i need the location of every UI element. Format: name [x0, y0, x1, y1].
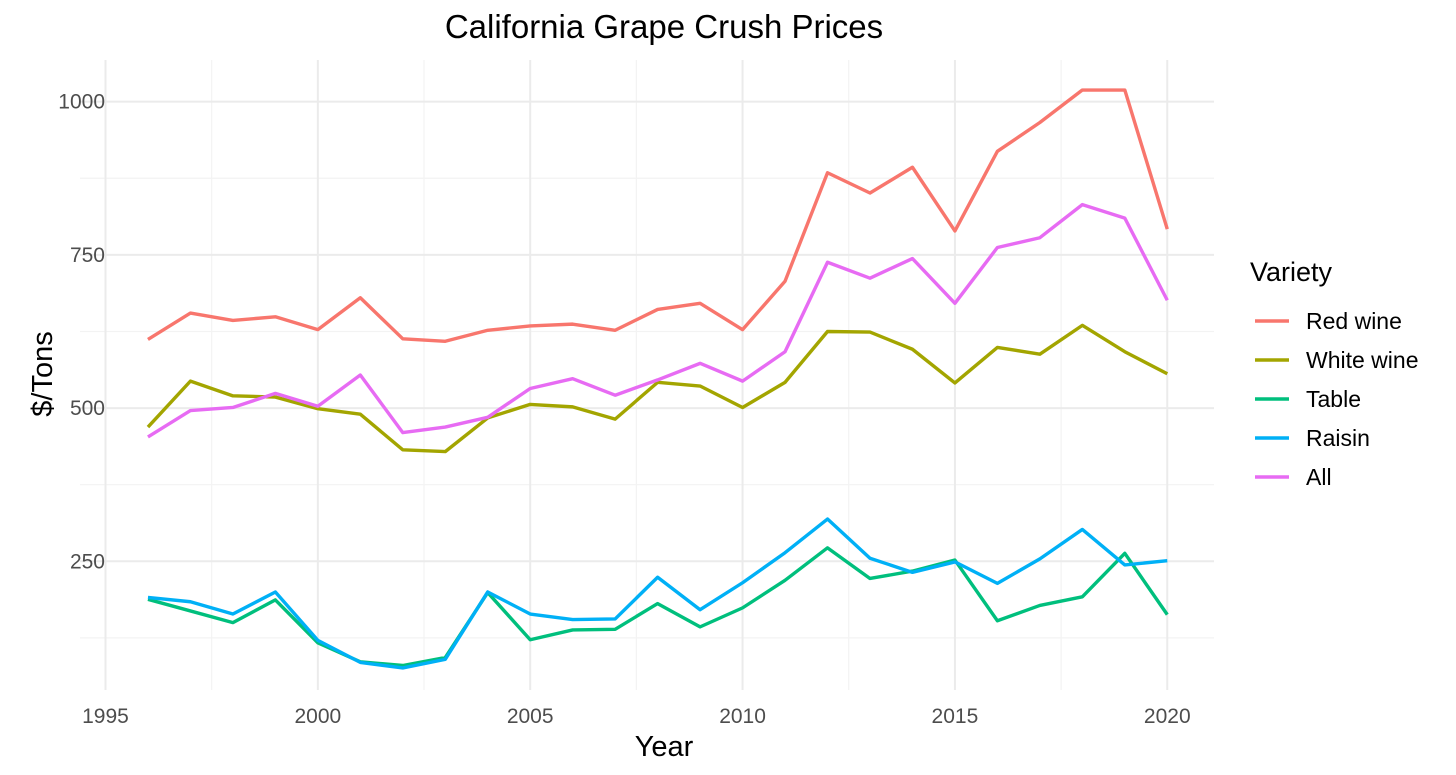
legend-label-table: Table [1306, 386, 1361, 412]
x-tick-label: 2015 [932, 705, 979, 728]
x-tick-label: 2020 [1144, 705, 1191, 728]
series-lines [146, 88, 1169, 670]
series-line-all [147, 202, 1169, 439]
x-axis-ticks: 1995 2000 2005 2010 2015 2020 [82, 705, 1191, 728]
x-axis-title: Year [635, 731, 694, 763]
y-tick-label: 750 [70, 244, 105, 267]
series-line-white-wine [146, 323, 1169, 454]
legend-label-raisin: Raisin [1306, 425, 1370, 451]
legend-label-red-wine: Red wine [1306, 308, 1402, 334]
y-axis-title: $/Tons [27, 331, 59, 416]
y-axis-ticks: 250 500 750 1000 [58, 91, 105, 574]
x-tick-label: 2005 [507, 705, 554, 728]
y-tick-label: 500 [70, 397, 105, 420]
series-line-red-wine [147, 88, 1169, 343]
grid [80, 60, 1214, 690]
x-tick-label: 2010 [719, 705, 766, 728]
y-tick-label: 1000 [58, 91, 105, 114]
legend-label-white-wine: White wine [1306, 347, 1418, 373]
legend-item-white-wine: White wine [1255, 347, 1418, 373]
legend-item-all: All [1255, 464, 1332, 490]
series-line-raisin [147, 517, 1168, 670]
legend-item-table: Table [1255, 386, 1361, 412]
legend: Variety Red wine White wine Table Raisin All [1250, 257, 1418, 490]
series-line-table [147, 546, 1169, 668]
x-tick-label: 2000 [294, 705, 341, 728]
legend-item-raisin: Raisin [1255, 425, 1370, 451]
legend-label-all: All [1306, 464, 1332, 490]
x-tick-label: 1995 [82, 705, 129, 728]
legend-title: Variety [1250, 257, 1333, 287]
legend-item-red-wine: Red wine [1255, 308, 1402, 334]
y-tick-label: 250 [70, 550, 105, 573]
chart-title: California Grape Crush Prices [445, 8, 883, 45]
